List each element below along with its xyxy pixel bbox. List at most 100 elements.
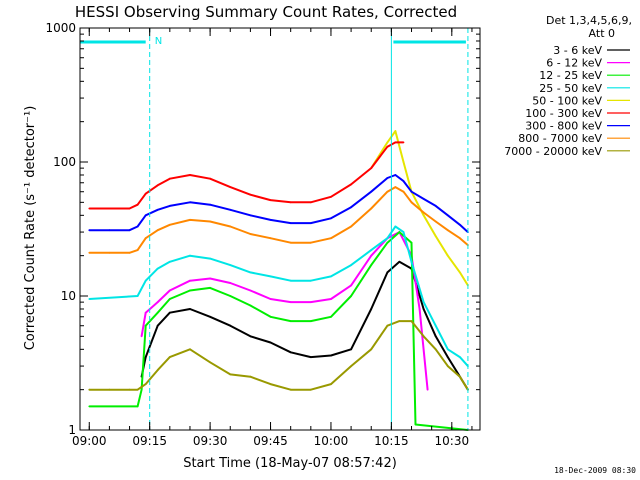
data-point-300-800-kev	[289, 222, 292, 225]
y-axis-label: Corrected Count Rate (s⁻¹ detector⁻¹)	[23, 106, 38, 351]
data-point-6-12-kev	[418, 308, 421, 310]
data-point-3-6-kev	[249, 335, 252, 338]
data-point-25-50-kev	[370, 249, 373, 252]
y-tick-label: 10	[61, 289, 76, 303]
legend-label-25-50-kev: 25 - 50 keV	[539, 82, 602, 95]
data-point-300-800-kev	[156, 208, 159, 211]
data-point-6-12-kev	[350, 284, 352, 287]
data-point-800-7000-kev	[229, 225, 232, 228]
data-point-6-12-kev	[144, 311, 147, 314]
data-point-800-7000-kev	[402, 190, 405, 193]
data-point-7000-20000-kev	[422, 335, 425, 338]
data-point-12-25-kev	[249, 304, 252, 307]
data-point-300-800-kev	[410, 190, 413, 193]
data-point-7000-20000-kev	[434, 348, 437, 351]
data-point-6-12-kev	[370, 254, 373, 257]
series-line-25-50-kev	[89, 225, 469, 367]
data-point-300-800-kev	[386, 177, 389, 179]
data-point-12-25-kev	[189, 289, 191, 292]
data-point-25-50-kev	[446, 348, 449, 351]
data-point-800-7000-kev	[330, 237, 332, 240]
data-point-800-7000-kev	[309, 241, 312, 244]
data-point-7000-20000-kev	[156, 369, 159, 371]
data-point-300-800-kev	[189, 201, 191, 204]
data-point-12-25-kev	[350, 295, 352, 297]
data-point-300-800-kev	[128, 229, 131, 232]
x-tick-label: 10:00	[314, 434, 349, 448]
data-point-3-6-kev	[156, 324, 159, 327]
data-point-7000-20000-kev	[309, 388, 312, 391]
data-point-3-6-kev	[398, 260, 401, 263]
data-point-100-300-kev	[330, 195, 332, 198]
data-point-25-50-kev	[249, 271, 252, 274]
data-point-300-800-kev	[402, 180, 405, 183]
data-point-100-300-kev	[168, 177, 171, 180]
data-point-100-300-kev	[370, 167, 373, 170]
data-point-7000-20000-kev	[108, 388, 111, 391]
x-tick-label: 09:15	[132, 434, 167, 448]
data-point-300-800-kev	[422, 198, 425, 200]
data-point-12-25-kev	[386, 241, 389, 244]
data-point-50-100-kev	[402, 161, 405, 163]
data-point-3-6-kev	[189, 308, 191, 310]
data-point-7000-20000-kev	[144, 383, 147, 385]
data-point-300-800-kev	[330, 217, 332, 220]
data-point-12-25-kev	[88, 405, 91, 408]
data-point-800-7000-kev	[269, 237, 272, 240]
data-point-300-800-kev	[350, 206, 352, 209]
data-point-6-12-kev	[309, 301, 312, 303]
x-tick-label: 09:45	[253, 434, 288, 448]
y-tick-label: 100	[53, 155, 76, 169]
data-point-100-300-kev	[350, 183, 352, 186]
data-point-7000-20000-kev	[289, 388, 292, 391]
data-point-800-7000-kev	[446, 229, 449, 232]
data-point-3-6-kev	[330, 354, 332, 357]
x-tick-label: 09:30	[193, 434, 228, 448]
data-point-800-7000-kev	[144, 237, 147, 240]
data-point-800-7000-kev	[136, 249, 139, 252]
data-point-7000-20000-kev	[350, 365, 352, 367]
data-point-100-300-kev	[128, 207, 131, 210]
data-point-25-50-kev	[422, 301, 425, 303]
data-point-50-100-kev	[446, 254, 449, 257]
data-point-6-12-kev	[168, 289, 171, 292]
data-point-800-7000-kev	[209, 220, 212, 223]
data-point-6-12-kev	[229, 282, 232, 284]
data-point-25-50-kev	[386, 237, 389, 240]
data-point-6-12-kev	[249, 289, 252, 292]
data-point-25-50-kev	[394, 225, 397, 228]
data-point-800-7000-kev	[386, 190, 389, 193]
x-axis-label: Start Time (18-May-07 08:57:42)	[183, 456, 397, 471]
data-point-12-25-kev	[229, 295, 232, 297]
data-point-25-50-kev	[309, 279, 312, 282]
data-point-100-300-kev	[108, 207, 111, 210]
data-point-25-50-kev	[269, 275, 272, 278]
data-point-3-6-kev	[309, 356, 312, 358]
data-point-12-25-kev	[398, 231, 401, 234]
data-point-300-800-kev	[309, 222, 312, 225]
legend-label-50-100-kev: 50 - 100 keV	[532, 94, 602, 107]
series-line-300-800-kev	[89, 174, 469, 233]
data-point-25-50-kev	[144, 279, 147, 282]
data-point-7000-20000-kev	[398, 320, 401, 322]
data-point-12-25-kev	[410, 241, 413, 244]
data-point-7000-20000-kev	[189, 348, 191, 351]
data-point-800-7000-kev	[88, 251, 91, 254]
x-tick-label: 09:00	[72, 434, 107, 448]
data-point-25-50-kev	[330, 275, 332, 278]
data-point-300-800-kev	[229, 208, 232, 211]
data-point-6-12-kev	[209, 277, 212, 280]
data-point-3-6-kev	[209, 315, 212, 318]
data-point-300-800-kev	[209, 203, 212, 206]
data-point-300-800-kev	[446, 214, 449, 217]
data-point-800-7000-kev	[289, 241, 292, 244]
y-tick-label: 1000	[45, 21, 76, 35]
data-point-12-25-kev	[414, 423, 417, 426]
data-point-50-100-kev	[394, 130, 397, 133]
data-point-25-50-kev	[229, 264, 232, 266]
data-point-12-25-kev	[168, 298, 171, 300]
data-point-12-25-kev	[289, 320, 292, 322]
data-point-6-12-kev	[140, 335, 143, 338]
data-point-800-7000-kev	[249, 233, 252, 235]
